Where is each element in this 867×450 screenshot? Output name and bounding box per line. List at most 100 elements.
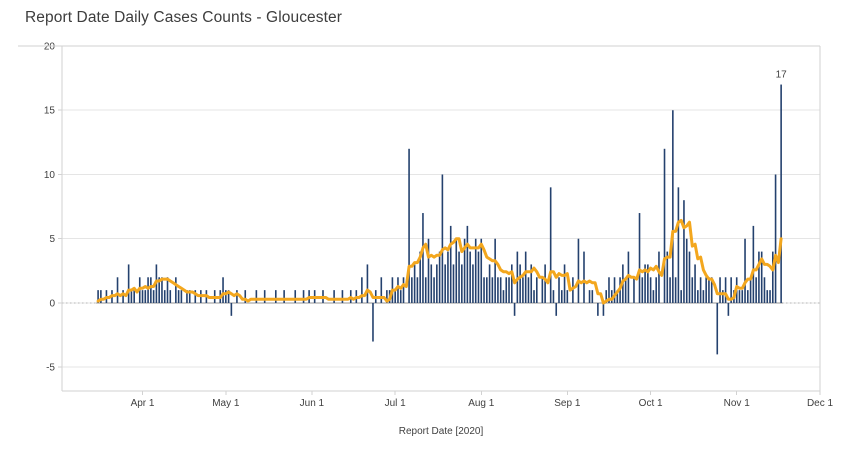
daily-cases-bar[interactable] [180, 290, 183, 303]
daily-cases-bar[interactable] [472, 264, 474, 303]
daily-cases-bar[interactable] [502, 290, 505, 303]
daily-cases-bar[interactable] [677, 187, 680, 303]
daily-cases-bar[interactable] [499, 277, 502, 303]
daily-cases-bar[interactable] [683, 200, 685, 303]
daily-cases-bar[interactable] [572, 277, 574, 303]
daily-cases-bar[interactable] [591, 290, 594, 303]
daily-cases-bar[interactable] [436, 264, 438, 303]
daily-cases-bar[interactable] [144, 290, 147, 303]
daily-cases-bar[interactable] [438, 251, 441, 303]
daily-cases-bar[interactable] [633, 277, 635, 303]
daily-cases-bar[interactable] [747, 290, 749, 303]
daily-cases-bar[interactable] [688, 251, 691, 303]
daily-cases-bar[interactable] [341, 290, 344, 303]
daily-cases-bar[interactable] [474, 238, 477, 303]
daily-cases-bar[interactable] [225, 290, 227, 303]
daily-cases-bar[interactable] [724, 277, 727, 303]
daily-cases-bar[interactable] [175, 277, 177, 303]
daily-cases-bar[interactable] [771, 251, 774, 303]
daily-cases-bar[interactable] [302, 290, 305, 303]
daily-cases-bar[interactable] [411, 277, 413, 303]
daily-cases-bar[interactable] [602, 302, 605, 316]
daily-cases-bar[interactable] [511, 264, 513, 303]
daily-cases-bar[interactable] [419, 251, 421, 303]
daily-cases-bar[interactable] [524, 251, 527, 303]
daily-cases-bar[interactable] [188, 290, 191, 303]
daily-cases-bar[interactable] [760, 251, 763, 303]
daily-cases-bar[interactable] [230, 302, 233, 316]
daily-cases-bar[interactable] [610, 290, 613, 303]
daily-cases-bar[interactable] [399, 290, 402, 303]
daily-cases-bar[interactable] [669, 277, 671, 303]
daily-cases-bar[interactable] [674, 277, 677, 303]
daily-cases-bar[interactable] [741, 290, 744, 303]
daily-cases-bar[interactable] [605, 290, 608, 303]
daily-cases-bar[interactable] [755, 277, 757, 303]
daily-cases-bar[interactable] [130, 290, 133, 303]
daily-cases-bar[interactable] [158, 277, 160, 303]
daily-cases-bar[interactable] [505, 277, 508, 303]
daily-cases-bar[interactable] [708, 277, 710, 303]
daily-cases-bar[interactable] [372, 302, 374, 342]
daily-cases-bar[interactable] [452, 264, 455, 303]
daily-cases-bar[interactable] [680, 290, 682, 303]
daily-cases-bar[interactable] [647, 264, 649, 303]
daily-cases-bar[interactable] [563, 264, 566, 303]
daily-cases-bar[interactable] [263, 290, 266, 303]
daily-cases-bar[interactable] [150, 277, 152, 303]
daily-cases-bar[interactable] [508, 277, 510, 303]
daily-cases-bar[interactable] [255, 290, 258, 303]
daily-cases-bar[interactable] [449, 225, 452, 303]
daily-cases-bar[interactable] [441, 174, 444, 303]
daily-cases-bar[interactable] [513, 302, 516, 316]
daily-cases-bar[interactable] [697, 290, 699, 303]
daily-cases-bar[interactable] [116, 277, 119, 303]
daily-cases-bar[interactable] [522, 277, 524, 303]
daily-cases-bar[interactable] [666, 251, 669, 303]
daily-cases-bar[interactable] [422, 213, 424, 303]
daily-cases-bar[interactable] [361, 277, 363, 303]
daily-cases-bar[interactable] [649, 277, 652, 303]
daily-cases-bar[interactable] [763, 277, 766, 303]
daily-cases-bar[interactable] [402, 277, 405, 303]
daily-cases-bar[interactable] [447, 251, 449, 303]
daily-cases-bar[interactable] [186, 290, 188, 303]
daily-cases-bar[interactable] [163, 290, 166, 303]
daily-cases-bar[interactable] [408, 148, 410, 303]
daily-cases-bar[interactable] [497, 277, 499, 303]
daily-cases-bar[interactable] [100, 290, 102, 303]
moving-average-line[interactable] [96, 218, 783, 305]
daily-cases-bar[interactable] [147, 277, 149, 303]
daily-cases-bar[interactable] [583, 251, 585, 303]
daily-cases-bar[interactable] [752, 225, 755, 303]
daily-cases-bar[interactable] [552, 290, 555, 303]
daily-cases-bar[interactable] [549, 187, 552, 303]
daily-cases-bar[interactable] [461, 264, 463, 303]
daily-cases-bar[interactable] [691, 277, 694, 303]
daily-cases-bar[interactable] [560, 290, 563, 303]
daily-cases-bar[interactable] [488, 264, 491, 303]
daily-cases-bar[interactable] [530, 264, 533, 303]
daily-cases-bar[interactable] [558, 277, 560, 303]
daily-cases-bar[interactable] [433, 277, 435, 303]
daily-cases-bar[interactable] [613, 277, 616, 303]
daily-cases-bar[interactable] [236, 290, 238, 303]
daily-cases-bar[interactable] [769, 290, 771, 303]
daily-cases-bar[interactable] [774, 174, 777, 303]
daily-cases-bar[interactable] [413, 264, 416, 303]
daily-cases-bar[interactable] [294, 290, 297, 303]
daily-cases-bar[interactable] [766, 290, 769, 303]
daily-cases-bar[interactable] [386, 290, 388, 303]
daily-cases-bar[interactable] [738, 290, 741, 303]
daily-cases-bar[interactable] [380, 277, 383, 303]
daily-cases-bar[interactable] [694, 264, 696, 303]
daily-cases-bar[interactable] [535, 277, 538, 303]
daily-cases-bar[interactable] [710, 277, 713, 303]
daily-cases-bar[interactable] [541, 277, 544, 303]
daily-cases-bar[interactable] [527, 277, 530, 303]
daily-cases-bar[interactable] [166, 277, 169, 303]
daily-cases-bar[interactable] [477, 251, 480, 303]
daily-cases-bar[interactable] [194, 290, 197, 303]
daily-cases-bar[interactable] [616, 290, 619, 303]
daily-cases-bar[interactable] [544, 264, 546, 303]
